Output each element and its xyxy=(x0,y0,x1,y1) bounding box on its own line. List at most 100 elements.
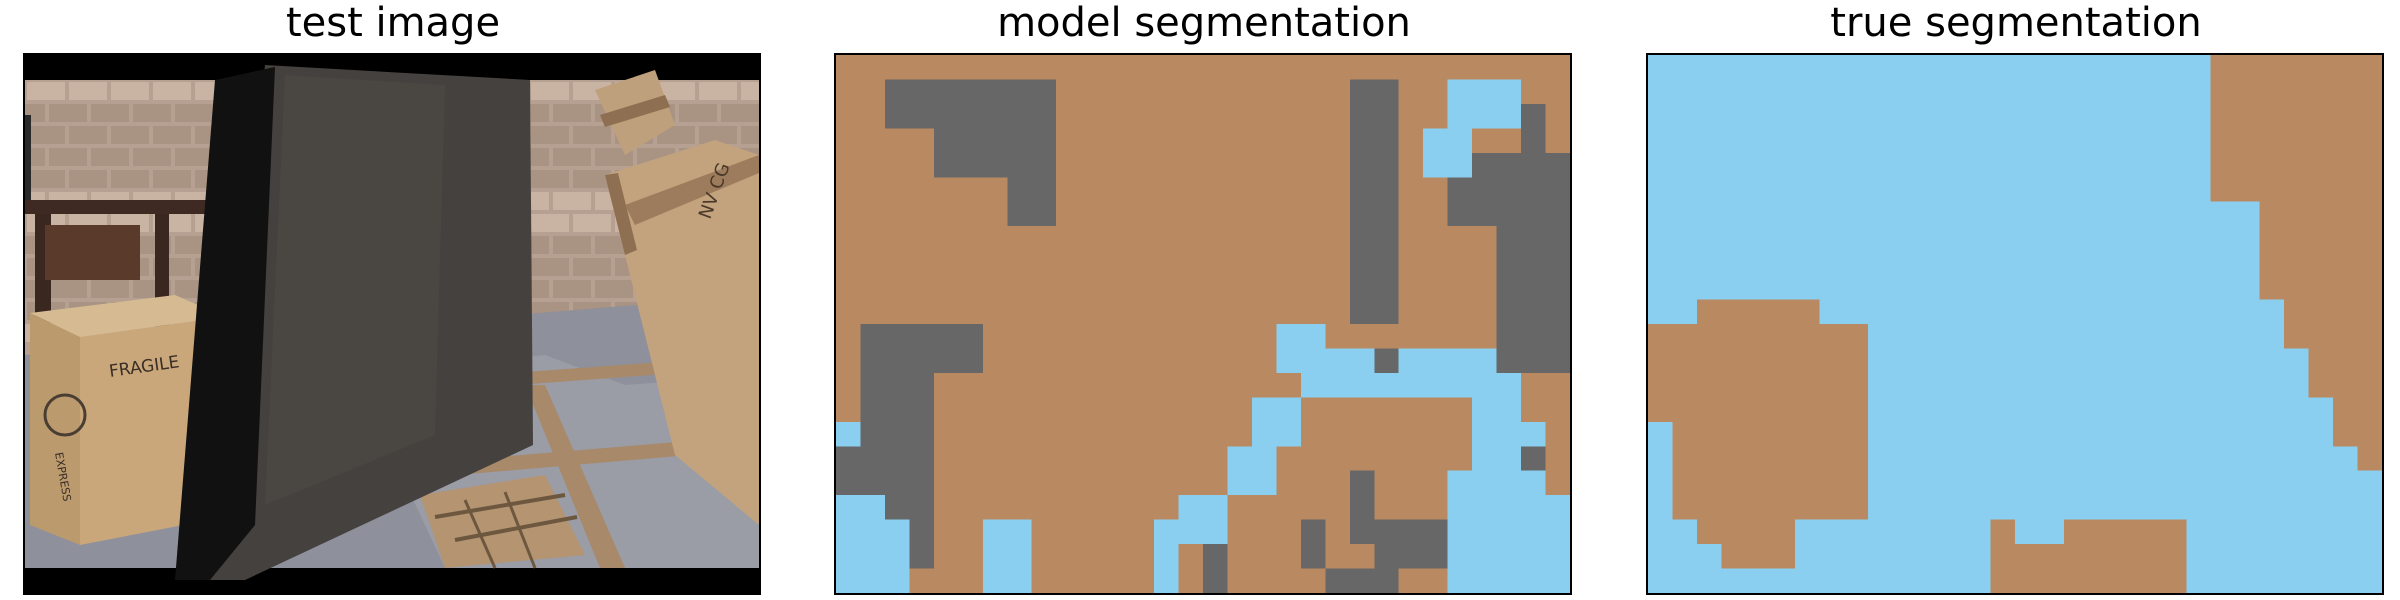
wooden-crate: NV CG xyxy=(595,70,759,525)
brick xyxy=(657,126,695,144)
brick xyxy=(27,82,65,100)
brick xyxy=(531,126,569,144)
model-seg-cell xyxy=(1251,397,1301,447)
brick xyxy=(133,104,171,122)
brick xyxy=(531,82,569,100)
brick xyxy=(153,170,191,188)
model-seg-cell xyxy=(982,519,1032,593)
brick xyxy=(741,82,759,100)
test-image-frame: FRAGILE EXPRESS NV CG xyxy=(23,53,761,595)
model-seg-cell xyxy=(1447,470,1473,593)
true-seg-cell xyxy=(1990,519,2015,593)
brick xyxy=(573,170,611,188)
brick xyxy=(531,258,569,276)
true-seg-cell xyxy=(2015,544,2064,593)
brick xyxy=(553,192,591,210)
brick xyxy=(595,148,633,166)
model-seg-cell xyxy=(1349,79,1399,324)
true-seg-cell xyxy=(1721,544,1795,569)
model-seg-cell xyxy=(1472,544,1546,593)
dark-panel-edge xyxy=(175,67,275,580)
model-seg-cell xyxy=(1203,544,1228,593)
true-seg-cell xyxy=(2259,201,2382,300)
true-segmentation-frame xyxy=(1646,53,2384,595)
true-seg-cell xyxy=(1672,421,1869,520)
brick xyxy=(153,82,191,100)
floor-rail-2 xyxy=(525,385,625,568)
brick xyxy=(133,148,171,166)
model-segmentation-frame xyxy=(834,53,1572,595)
brick xyxy=(699,82,737,100)
model-seg-cell xyxy=(1374,348,1399,373)
model-seg-cell xyxy=(1374,519,1448,569)
brick xyxy=(553,236,591,254)
brick xyxy=(721,104,759,122)
pallet xyxy=(420,475,585,569)
model-seg-cell xyxy=(836,421,861,447)
true-seg-cell xyxy=(2333,397,2382,447)
panel-title-test-image: test image xyxy=(285,0,501,46)
panel-title-true-segmentation: true segmentation xyxy=(1830,0,2202,46)
brick xyxy=(595,280,633,298)
model-seg-cell xyxy=(1227,446,1277,496)
brick xyxy=(175,148,213,166)
brick xyxy=(553,104,591,122)
true-seg-cell xyxy=(1696,299,1820,324)
model-seg-cell xyxy=(1472,421,1546,545)
brick xyxy=(553,148,591,166)
brick xyxy=(111,170,149,188)
brick xyxy=(175,104,213,122)
brick xyxy=(27,126,65,144)
model-seg-cell xyxy=(1325,568,1399,593)
brick xyxy=(49,148,87,166)
brick xyxy=(91,280,129,298)
model-seg-cell xyxy=(1521,103,1546,153)
model-seg-cell xyxy=(1300,348,1497,398)
brick xyxy=(69,126,107,144)
test-image-photo: FRAGILE EXPRESS NV CG xyxy=(25,55,759,593)
model-seg-cell xyxy=(1472,372,1522,422)
model-seg-cell xyxy=(1423,128,1473,178)
brick xyxy=(153,126,191,144)
true-seg-cell xyxy=(2308,348,2382,398)
true-segmentation-map xyxy=(1648,55,2382,593)
brick xyxy=(111,82,149,100)
model-seg-cell xyxy=(1521,446,1546,471)
model-seg-cell xyxy=(1300,519,1326,569)
brick xyxy=(27,170,65,188)
brick xyxy=(573,214,611,232)
model-seg-cell xyxy=(836,495,885,593)
brick xyxy=(91,148,129,166)
model-seg-cell xyxy=(1496,226,1570,373)
brick xyxy=(679,104,717,122)
model-seg-cell xyxy=(884,519,910,593)
brick xyxy=(111,126,149,144)
model-seg-cell xyxy=(1545,495,1570,593)
true-seg-cell xyxy=(1696,519,1795,545)
true-seg-cell xyxy=(2284,299,2382,349)
brick xyxy=(531,170,569,188)
model-seg-cell xyxy=(836,446,861,496)
brick xyxy=(69,82,107,100)
true-seg-cell xyxy=(2063,519,2187,593)
dark-panel-sheen xyxy=(265,75,445,505)
brick xyxy=(657,82,695,100)
model-seg-cell xyxy=(933,128,1057,178)
brick xyxy=(699,126,737,144)
brick xyxy=(531,214,569,232)
model-seg-cell xyxy=(1178,495,1228,545)
brick xyxy=(49,280,87,298)
brick xyxy=(573,126,611,144)
panel-title-model-segmentation: model segmentation xyxy=(997,0,1411,46)
model-seg-cell xyxy=(1154,519,1179,593)
model-seg-cell xyxy=(1349,470,1375,545)
brick xyxy=(741,126,759,144)
cardboard-box: FRAGILE EXPRESS xyxy=(30,295,225,545)
true-seg-cell xyxy=(2357,446,2382,471)
true-seg-cell xyxy=(2210,55,2382,202)
model-seg-cell xyxy=(884,79,1057,129)
model-seg-cell xyxy=(860,324,983,373)
true-seg-cell xyxy=(1648,324,1869,422)
brick xyxy=(573,258,611,276)
brick xyxy=(91,104,129,122)
